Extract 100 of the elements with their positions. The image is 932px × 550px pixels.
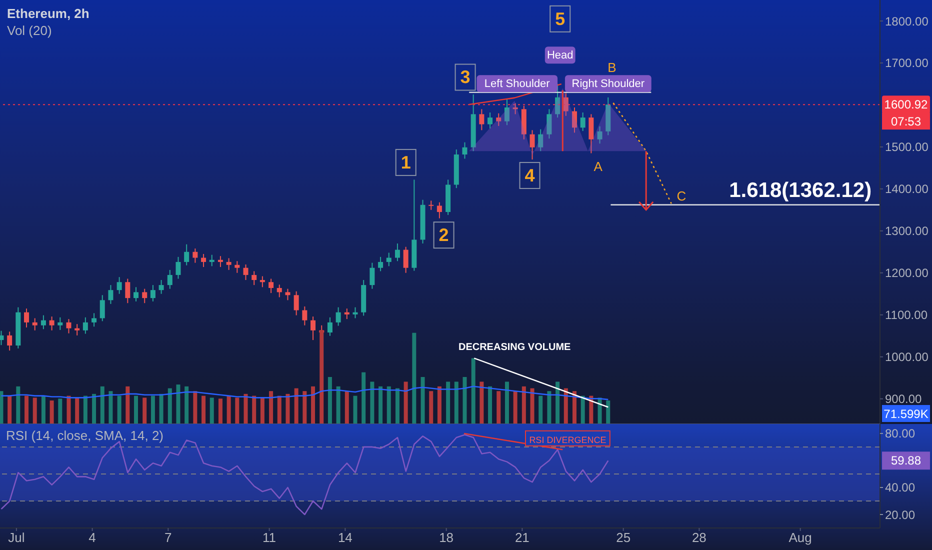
x-tick-label: Jul: [8, 530, 25, 546]
annotation: C: [676, 188, 686, 204]
bar: [150, 396, 155, 424]
annotation: Head: [546, 50, 574, 62]
candlestick: [234, 260, 240, 274]
bar: [412, 332, 416, 424]
bar: [513, 391, 518, 424]
candlestick: [479, 108, 484, 131]
candlestick: [218, 256, 223, 268]
annotation: Left Shoulder: [484, 78, 550, 90]
candlestick: [572, 106, 577, 134]
bar: [522, 386, 526, 424]
candlestick: [226, 258, 232, 270]
x-tick-label: 18: [439, 530, 454, 546]
annotation: B: [608, 60, 616, 76]
candlestick: [268, 278, 274, 294]
candlestick: [462, 142, 468, 160]
bar: [252, 396, 256, 424]
annotation: 1: [400, 152, 411, 172]
candlestick: [580, 112, 586, 132]
bar: [176, 384, 180, 424]
bar: [193, 391, 198, 424]
bar: [395, 388, 400, 424]
annotation: 2: [438, 225, 449, 246]
candlestick: [563, 92, 568, 116]
annotation: DECREASING VOLUME: [458, 342, 572, 353]
candlestick: [82, 316, 88, 334]
y-tick-label: 1300.00: [885, 224, 929, 238]
bar: [126, 386, 130, 424]
bar: [437, 386, 442, 424]
bar: [547, 391, 552, 424]
bar: [530, 388, 534, 424]
candlestick: [150, 284, 156, 302]
bar: [100, 386, 104, 424]
bar: [504, 382, 509, 424]
candlestick: [285, 288, 290, 301]
candlestick: [49, 316, 54, 331]
candlestick: [116, 276, 122, 294]
candlestick: [209, 254, 214, 267]
bar: [184, 386, 189, 424]
y-tick-label: 1000.00: [885, 350, 929, 364]
bar: [24, 396, 29, 424]
bar: [210, 398, 214, 424]
bar: [471, 358, 476, 424]
bar: [446, 382, 450, 424]
bar: [462, 377, 467, 424]
y-tick-label: 1100.00: [885, 308, 928, 322]
annotation: Right Shoulder: [572, 78, 645, 90]
bar: [277, 396, 282, 424]
bar: [16, 386, 20, 424]
bar: [404, 382, 408, 424]
bar: [260, 398, 264, 424]
bar: [556, 382, 560, 424]
candlestick: [260, 276, 265, 288]
candlestick: [555, 83, 560, 118]
chart-title: Vol (20): [7, 22, 53, 39]
bar: [50, 400, 54, 424]
x-tick-label: 11: [262, 530, 276, 546]
candlestick: [142, 288, 148, 304]
candlestick: [100, 294, 105, 322]
bar: [58, 398, 62, 424]
y-tick-label: 900.00: [885, 392, 922, 406]
bar: [41, 396, 46, 424]
bar: [168, 388, 172, 424]
candlestick: [336, 306, 341, 326]
candlestick: [0, 330, 4, 346]
candlestick: [488, 112, 493, 129]
annotation: 1.618(1362.12): [729, 178, 872, 202]
bar: [142, 398, 147, 424]
y-tick-label: 1700.00: [885, 56, 929, 70]
bar: [226, 396, 231, 424]
bar: [538, 396, 543, 424]
candlestick: [436, 202, 442, 219]
x-tick-label: 28: [692, 530, 706, 546]
candlestick: [370, 262, 375, 290]
candlestick: [302, 306, 308, 326]
bar: [32, 398, 37, 424]
bar: [235, 398, 240, 424]
bar: [159, 394, 164, 424]
bar: [108, 391, 113, 424]
y-tick-label: 20.00: [885, 508, 916, 522]
candlestick: [344, 308, 350, 320]
candlestick: [40, 314, 46, 330]
bar: [429, 391, 434, 424]
bar: [302, 391, 307, 424]
bar: [564, 388, 568, 424]
bar: [454, 382, 458, 424]
y-tick-label: 1400.00: [885, 182, 929, 196]
chart-title: RSI (14, close, SMA, 14, 2): [6, 428, 164, 443]
candlestick: [394, 242, 400, 262]
ref-line-label: 1600.92: [884, 98, 928, 112]
bar: [66, 396, 71, 424]
candlestick: [58, 316, 63, 330]
bar: [328, 377, 332, 424]
candlestick: [32, 318, 38, 331]
x-tick-label: 14: [338, 530, 352, 546]
bar: [580, 396, 585, 424]
candlestick: [184, 244, 190, 266]
annotation: 3: [460, 67, 470, 88]
bar: [420, 377, 425, 424]
